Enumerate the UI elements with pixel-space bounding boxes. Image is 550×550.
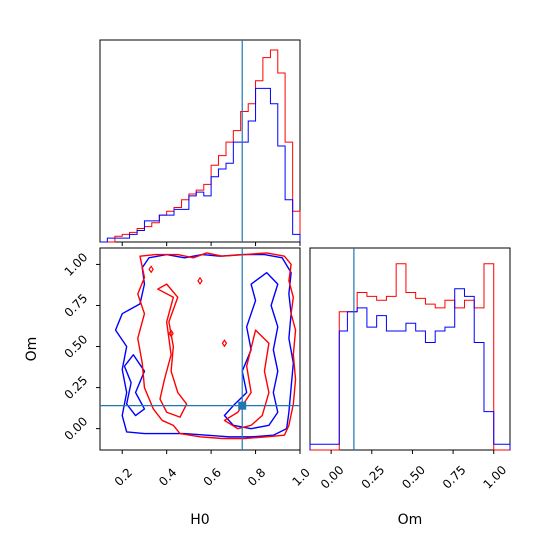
om-xtick-label-0: 0.00 (318, 463, 347, 492)
contour-red-inner-right (223, 329, 270, 430)
h0-hist-blue-series (100, 87, 301, 243)
om-xtick-label-4: 1.00 (481, 463, 510, 492)
h0-xtick-label-3: 0.8 (245, 465, 268, 488)
om-ytick-label-3: 0.75 (62, 291, 91, 320)
contour-red-outer (137, 252, 297, 440)
x-axis-label-h0: H0 (190, 512, 209, 528)
om-hist-layer (309, 248, 511, 451)
contour-layer (100, 248, 300, 450)
contour-red-island-0 (197, 276, 203, 285)
x-axis-label-om: Om (398, 512, 423, 528)
om-xtick-label-1: 0.25 (359, 463, 388, 492)
h0-hist-red-series (100, 49, 301, 243)
om-ytick-label-0: 0.00 (62, 414, 91, 443)
truth-marker (238, 401, 247, 410)
om-ytick-label-1: 0.25 (62, 373, 91, 402)
h0-hist-layer (100, 40, 301, 243)
panel-h0-hist-frame (99, 39, 301, 243)
contour-red-island-3 (148, 265, 154, 274)
om-hist-blue-series (309, 288, 511, 450)
contour-red-inner-left (157, 283, 188, 418)
h0-xtick-label-4: 1.0 (289, 465, 312, 488)
panel-2d (99, 247, 301, 451)
panel-om-hist (309, 247, 511, 451)
contour-red-island-2 (221, 339, 228, 348)
contour-red-island-1 (168, 329, 174, 338)
h0-xtick-label-1: 0.4 (156, 465, 179, 488)
panel-om-hist-frame (309, 247, 511, 451)
contour-blue-inner-left (123, 354, 146, 417)
h0-xtick-label-0: 0.2 (112, 465, 135, 488)
panel-2d-frame (99, 247, 301, 451)
y-axis-label-om: Om (24, 337, 40, 362)
om-xtick-label-3: 0.75 (440, 463, 469, 492)
panel-h0-hist (99, 39, 301, 243)
h0-xtick-label-2: 0.6 (201, 465, 224, 488)
om-ytick-label-2: 0.50 (62, 332, 91, 361)
om-ytick-label-4: 1.00 (62, 250, 91, 279)
om-xtick-label-2: 0.50 (399, 463, 428, 492)
